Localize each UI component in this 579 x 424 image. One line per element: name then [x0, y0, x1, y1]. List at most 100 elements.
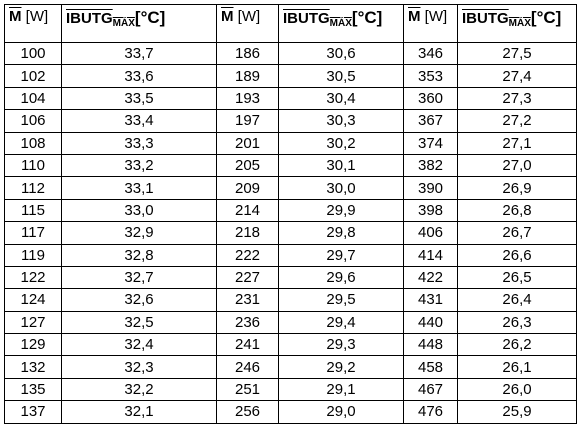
table-cell: 346	[403, 41, 458, 66]
table-cell: 29,6	[278, 265, 404, 290]
table-cell: 353	[403, 64, 458, 88]
header-subscript: MÁX	[112, 18, 135, 29]
column-header: IBUTGMÁX[°C]	[457, 4, 577, 43]
header-row: M [W] IBUTGMÁX[°C] M [W] IBUTGMÁX[°C] M [W] I…	[4, 4, 577, 43]
header-symbol: M	[9, 8, 22, 25]
table-cell: 26,3	[457, 310, 577, 335]
table-cell: 26,8	[457, 198, 577, 223]
table-row: 112 33,1 209 30,0 390 26,9	[4, 176, 577, 200]
table-cell: 27,2	[457, 109, 577, 133]
table-cell: 27,5	[457, 41, 577, 66]
table-cell: 30,6	[278, 41, 404, 66]
table-cell: 406	[403, 221, 458, 245]
table-cell: 214	[216, 198, 279, 223]
table-row: 102 33,6 189 30,5 353 27,4	[4, 64, 577, 88]
table-cell: 467	[403, 377, 458, 402]
table-cell: 218	[216, 221, 279, 245]
table-cell: 135	[4, 377, 62, 402]
table-cell: 189	[216, 64, 279, 88]
column-header: IBUTGMÁX[°C]	[278, 4, 404, 43]
table-cell: 398	[403, 198, 458, 223]
table-cell: 106	[4, 109, 62, 133]
table-cell: 30,5	[278, 64, 404, 88]
table-body: 100 33,7 186 30,6 346 27,5 102 33,6 189 30,5 353 27…	[4, 41, 577, 424]
table-cell: 26,2	[457, 333, 577, 357]
header-symbol: IBUTG	[66, 10, 113, 27]
table-cell: 29,8	[278, 221, 404, 245]
table-cell: 440	[403, 310, 458, 335]
table-cell: 26,6	[457, 243, 577, 267]
table-row: 129 32,4 241 29,3 448 26,2	[4, 333, 577, 357]
header-symbol: M	[221, 8, 234, 25]
table-cell: 100	[4, 41, 62, 66]
table-cell: 367	[403, 109, 458, 133]
table-cell: 137	[4, 400, 62, 424]
table-cell: 26,5	[457, 265, 577, 290]
table-cell: 26,9	[457, 176, 577, 200]
table-row: 110 33,2 205 30,1 382 27,0	[4, 153, 577, 178]
table-cell: 29,3	[278, 333, 404, 357]
table-cell: 209	[216, 176, 279, 200]
header-unit: [W]	[25, 8, 49, 25]
table-cell: 25,9	[457, 400, 577, 424]
table-cell: 30,1	[278, 153, 404, 178]
table-cell: 29,4	[278, 310, 404, 335]
table-cell: 115	[4, 198, 62, 223]
table-cell: 29,5	[278, 288, 404, 312]
table-cell: 32,9	[61, 221, 217, 245]
table-cell: 119	[4, 243, 62, 267]
header-unit: [W]	[237, 8, 261, 25]
table-cell: 29,7	[278, 243, 404, 267]
table-row: 124 32,6 231 29,5 431 26,4	[4, 288, 577, 312]
table-cell: 256	[216, 400, 279, 424]
table-cell: 32,1	[61, 400, 217, 424]
table-cell: 33,1	[61, 176, 217, 200]
table-cell: 112	[4, 176, 62, 200]
table-cell: 32,3	[61, 355, 217, 379]
table-cell: 33,3	[61, 131, 217, 155]
table-row: 115 33,0 214 29,9 398 26,8	[4, 198, 577, 223]
table-row: 122 32,7 227 29,6 422 26,5	[4, 265, 577, 290]
table-cell: 33,7	[61, 41, 217, 66]
table-cell: 448	[403, 333, 458, 357]
table-row: 117 32,9 218 29,8 406 26,7	[4, 221, 577, 245]
header-unit: [°C]	[530, 8, 562, 27]
table-cell: 241	[216, 333, 279, 357]
table-cell: 390	[403, 176, 458, 200]
table-cell: 231	[216, 288, 279, 312]
table-cell: 374	[403, 131, 458, 155]
table-cell: 32,7	[61, 265, 217, 290]
table-cell: 33,5	[61, 86, 217, 111]
table-cell: 32,8	[61, 243, 217, 267]
table-cell: 26,1	[457, 355, 577, 379]
column-header: IBUTGMÁX[°C]	[61, 4, 217, 43]
table-cell: 104	[4, 86, 62, 111]
table-cell: 414	[403, 243, 458, 267]
table-cell: 186	[216, 41, 279, 66]
table-row: 100 33,7 186 30,6 346 27,5	[4, 41, 577, 66]
column-header: M [W]	[4, 4, 62, 43]
table-row: 119 32,8 222 29,7 414 26,6	[4, 243, 577, 267]
column-header: M [W]	[403, 4, 458, 43]
header-symbol: M	[408, 8, 421, 25]
header-unit: [°C]	[351, 8, 383, 27]
table-cell: 32,6	[61, 288, 217, 312]
table-cell: 122	[4, 265, 62, 290]
table-cell: 33,2	[61, 153, 217, 178]
table-cell: 26,0	[457, 377, 577, 402]
table-cell: 27,3	[457, 86, 577, 111]
table-cell: 30,2	[278, 131, 404, 155]
table-cell: 251	[216, 377, 279, 402]
table-cell: 193	[216, 86, 279, 111]
table-row: 108 33,3 201 30,2 374 27,1	[4, 131, 577, 155]
column-header: M [W]	[216, 4, 279, 43]
table-cell: 29,9	[278, 198, 404, 223]
table-cell: 205	[216, 153, 279, 178]
table-cell: 382	[403, 153, 458, 178]
table-cell: 30,3	[278, 109, 404, 133]
data-table: M [W] IBUTGMÁX[°C] M [W] IBUTGMÁX[°C] M [W] I…	[4, 4, 577, 424]
table-cell: 33,6	[61, 64, 217, 88]
table-cell: 29,0	[278, 400, 404, 424]
table-cell: 110	[4, 153, 62, 178]
